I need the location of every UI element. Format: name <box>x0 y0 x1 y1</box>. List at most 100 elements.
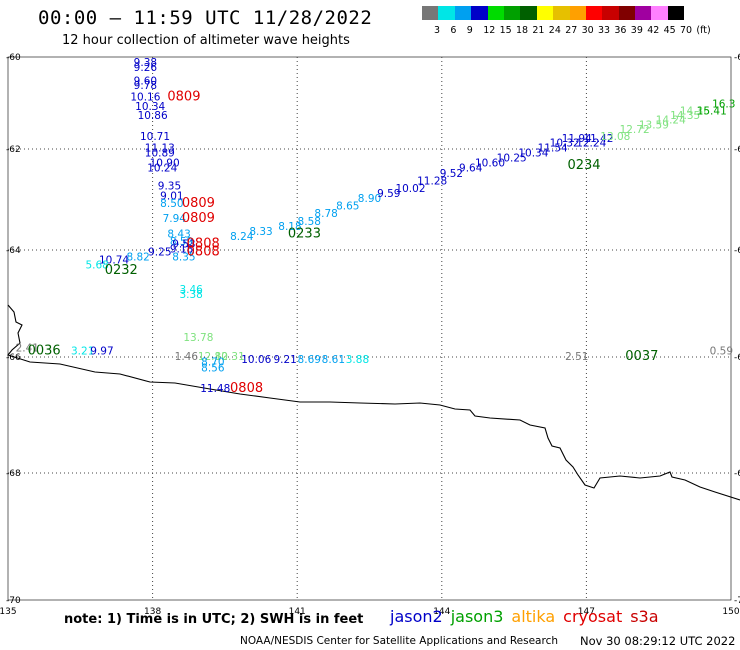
swh-value: 8.58 <box>298 216 321 228</box>
swh-value: 1.46 <box>175 351 199 363</box>
swh-value: 3.88 <box>346 354 369 366</box>
lon-label: 150 <box>722 607 739 617</box>
scale-label: 30 <box>581 25 594 36</box>
swh-value: 10.71 <box>140 131 170 143</box>
swh-value: 10.34 <box>135 101 165 113</box>
swh-value: 9.59 <box>377 188 400 200</box>
swh-value: 8.82 <box>126 252 149 264</box>
swh-value: 3.38 <box>179 289 202 301</box>
page-subtitle: 12 hour collection of altimeter wave hei… <box>62 33 350 48</box>
scale-swatch <box>503 6 521 20</box>
lat-label: -62 <box>6 145 21 155</box>
map-grid <box>7 56 732 601</box>
axis-labels: -60-60-62-62-64-64-66-66-68-68-70-701351… <box>0 53 740 617</box>
swh-value: 8.50 <box>160 198 183 210</box>
swh-value: 8.90 <box>358 193 381 205</box>
swh-value: 2.51 <box>565 351 588 363</box>
lat-label-right: -64 <box>734 246 740 256</box>
swh-value: 8.59 <box>170 236 193 248</box>
coastline <box>7 304 740 501</box>
scale-label: 9 <box>466 25 473 36</box>
scale-swatch <box>602 6 619 20</box>
swh-value: 8.35 <box>172 252 195 264</box>
swh-value: 11.13 <box>145 143 175 155</box>
swh-value: 9.21 <box>273 354 296 366</box>
swh-value: 9.01 <box>160 191 183 203</box>
lon-label: 144 <box>433 607 450 617</box>
scale-swatch <box>520 6 537 20</box>
scale-swatch <box>553 6 570 20</box>
swh-value: 2.41 <box>16 343 39 355</box>
swh-value: 0.59 <box>710 345 733 357</box>
swh-value: 10.06 <box>241 354 271 366</box>
scale-labels: 3 6 9 12 15 18 21 24 27 30 33 36 39 42 45 70 (ft) <box>422 24 711 36</box>
pass-time-label: 0809 <box>167 90 200 105</box>
swh-value: 8.33 <box>249 226 272 238</box>
satellite-cryosat: cryosat <box>563 607 623 626</box>
swh-value: 8.61 <box>322 354 345 366</box>
scale-swatch <box>651 6 668 20</box>
pass-time-label: 0232 <box>105 263 138 278</box>
swh-value: 9.18 <box>170 244 193 256</box>
scale-label: 33 <box>598 25 611 36</box>
lon-label: 138 <box>144 607 161 617</box>
swh-value: 9.38 <box>134 57 157 69</box>
swh-value: 11.94 <box>562 133 592 145</box>
scale-label: 45 <box>663 25 676 36</box>
swh-value: 10.32 <box>550 138 580 150</box>
swh-value: 12.80 <box>198 351 228 363</box>
lat-label-right: -66 <box>734 353 740 363</box>
swh-value: 11.48 <box>200 383 230 395</box>
swh-value: 10.25 <box>497 153 527 165</box>
swh-value: 9.52 <box>440 168 463 180</box>
scale-label: 15 <box>499 25 512 36</box>
pass-time-label: 0037 <box>625 349 658 364</box>
swh-value: 13.78 <box>183 332 213 344</box>
swh-value: 14.35 <box>670 110 700 122</box>
lon-label: 135 <box>0 607 17 617</box>
pass-time-label: 0808 <box>187 236 220 251</box>
lat-label: -70 <box>6 596 21 606</box>
lon-label: 147 <box>578 607 595 617</box>
scale-label: 36 <box>614 25 627 36</box>
swh-value: 8.78 <box>314 208 337 220</box>
scale-label: 12 <box>483 25 496 36</box>
swh-value: 9.35 <box>158 180 181 192</box>
scale-label: 6 <box>450 25 457 36</box>
footer-timestamp: Nov 30 08:29:12 UTC 2022 <box>580 634 736 648</box>
swh-value: 9.78 <box>134 80 157 92</box>
satellite-jason2: jason2 <box>390 607 443 626</box>
swh-value: 9.64 <box>459 163 483 175</box>
lat-label-right: -70 <box>734 596 740 606</box>
scale-swatch <box>487 6 504 20</box>
satellite-s3a: s3a <box>630 607 659 626</box>
lat-label: -60 <box>6 53 21 63</box>
swh-value: 13.08 <box>600 131 630 143</box>
scale-label: 3 <box>434 25 441 36</box>
data-points: 9.389.269.609.7810.1610.3410.8610.7111.1… <box>16 57 736 395</box>
swh-value: 8.70 <box>201 357 224 369</box>
satellite-jason3: jason3 <box>450 607 504 626</box>
scale-label: 18 <box>516 25 529 36</box>
scale-swatch <box>667 6 685 20</box>
swh-value: 16.3 <box>712 99 735 111</box>
pass-time-label: 0808 <box>230 381 263 396</box>
swh-value: 12.24 <box>576 138 606 150</box>
pass-time-label: 0809 <box>182 196 215 211</box>
swh-value: 10.02 <box>395 183 425 195</box>
swh-value: 11.28 <box>417 175 447 187</box>
pass-time-label: 0234 <box>567 158 600 173</box>
swh-value: 8.65 <box>336 201 359 213</box>
swh-value: 10.34 <box>518 148 548 160</box>
swh-value: 7.94 <box>163 213 187 225</box>
swh-value: 12.31 <box>215 351 245 363</box>
scale-label: 21 <box>532 25 545 36</box>
satellite-altika: altika <box>511 607 556 626</box>
scale-swatch <box>471 6 488 20</box>
pass-time-label: 0809 <box>182 211 215 226</box>
swh-value: 9.53 <box>172 238 195 250</box>
pass-time-label: 0233 <box>288 226 321 241</box>
map-frame <box>7 56 732 601</box>
